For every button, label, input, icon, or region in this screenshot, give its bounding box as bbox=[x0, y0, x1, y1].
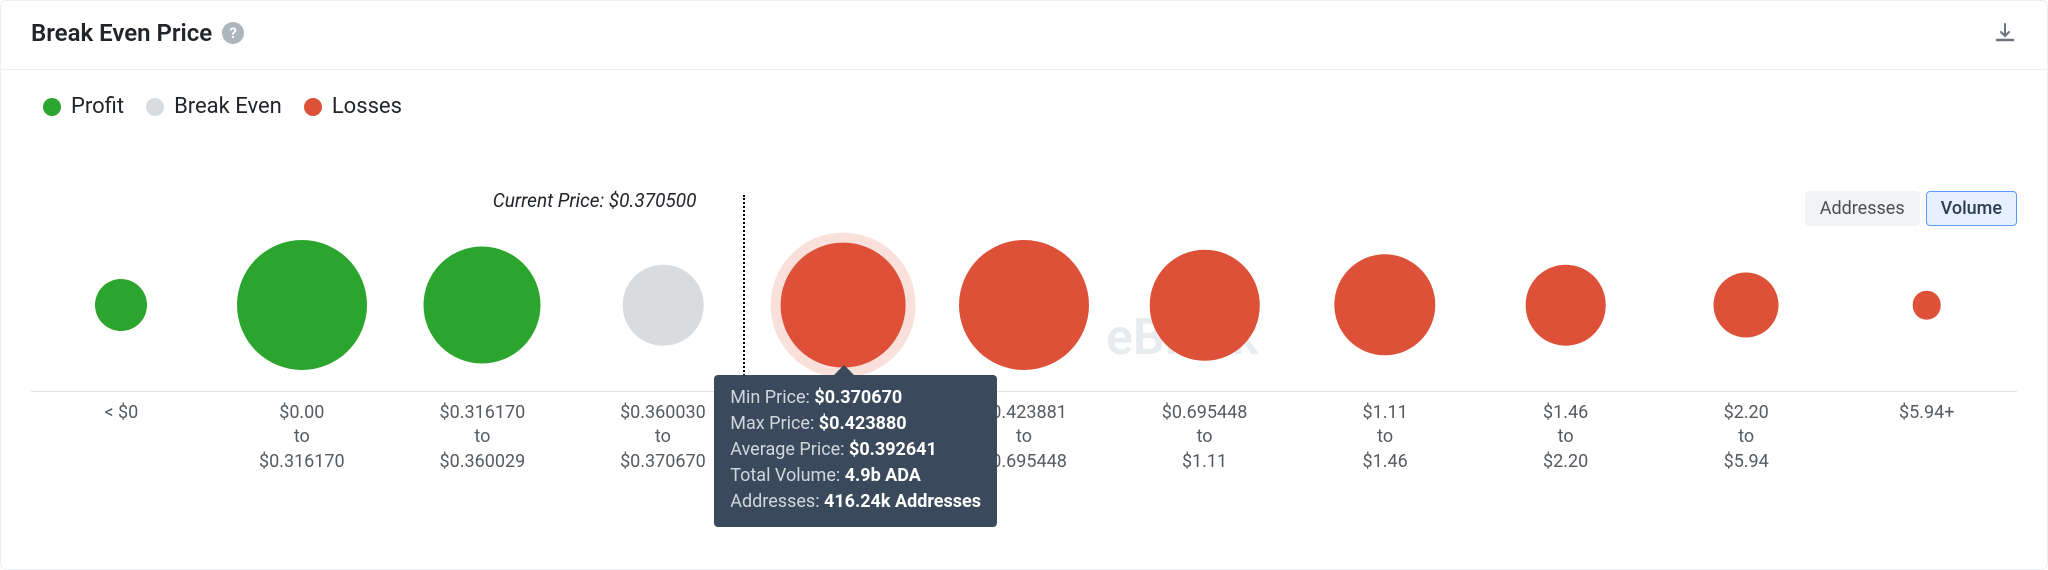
legend-item[interactable]: Profit bbox=[43, 94, 124, 119]
bubbles-row bbox=[31, 219, 2017, 391]
tooltip-label: Addresses: bbox=[730, 491, 824, 512]
range-label-line: $5.94+ bbox=[1836, 401, 2017, 425]
legend-label: Break Even bbox=[174, 94, 282, 119]
bubble[interactable] bbox=[623, 265, 704, 346]
bubble[interactable] bbox=[424, 247, 541, 364]
legend-dot bbox=[43, 98, 61, 116]
tooltip-value: $0.423880 bbox=[819, 413, 907, 434]
range-label-line: to bbox=[1475, 425, 1656, 449]
range-label-line: $1.11 bbox=[1295, 401, 1476, 425]
range-label-line: to bbox=[212, 425, 393, 449]
bubble[interactable] bbox=[1334, 254, 1435, 355]
legend-label: Losses bbox=[332, 94, 402, 119]
bubble-cell bbox=[212, 219, 393, 391]
current-price-label: Current Price: $0.370500 bbox=[493, 189, 697, 212]
range-label: $2.20to$5.94 bbox=[1656, 401, 1837, 474]
range-label-line: $1.46 bbox=[1295, 450, 1476, 474]
legend-item[interactable]: Break Even bbox=[146, 94, 282, 119]
range-label-line: to bbox=[1295, 425, 1476, 449]
download-icon[interactable] bbox=[1993, 21, 2017, 45]
bubble[interactable] bbox=[1525, 265, 1606, 346]
panel-title: Break Even Price bbox=[31, 19, 212, 47]
range-label-line: to bbox=[1114, 425, 1295, 449]
bubble[interactable] bbox=[959, 240, 1089, 370]
bubble[interactable] bbox=[781, 243, 906, 368]
chart-area: eBlock Current Price: $0.370500 < $0$0.0… bbox=[31, 189, 2017, 519]
range-label-line: to bbox=[1656, 425, 1837, 449]
bubble-cell bbox=[1836, 219, 2017, 391]
tooltip-label: Total Volume: bbox=[730, 465, 844, 486]
range-label: $0.316170to$0.360029 bbox=[392, 401, 573, 474]
title-wrap: Break Even Price ? bbox=[31, 19, 244, 47]
tooltip-row: Average Price: $0.392641 bbox=[730, 437, 981, 463]
range-label-line: $2.20 bbox=[1475, 450, 1656, 474]
tooltip: Min Price: $0.370670Max Price: $0.423880… bbox=[714, 375, 997, 527]
tooltip-row: Max Price: $0.423880 bbox=[730, 411, 981, 437]
bubble[interactable] bbox=[1149, 250, 1260, 361]
bubble[interactable] bbox=[95, 279, 147, 331]
tooltip-row: Addresses: 416.24k Addresses bbox=[730, 489, 981, 515]
tooltip-value: 4.9b ADA bbox=[845, 465, 921, 486]
break-even-price-panel: Break Even Price ? Profit Break Even Losse… bbox=[0, 0, 2048, 570]
tooltip-value: $0.392641 bbox=[849, 439, 937, 460]
tooltip-value: 416.24k Addresses bbox=[824, 491, 981, 512]
tooltip-row: Total Volume: 4.9b ADA bbox=[730, 463, 981, 489]
tooltip-label: Average Price: bbox=[730, 439, 849, 460]
axis-line bbox=[31, 391, 2017, 392]
bubble-cell bbox=[934, 219, 1115, 391]
tooltip-row: Min Price: $0.370670 bbox=[730, 385, 981, 411]
bubble-cell bbox=[1114, 219, 1295, 391]
range-label: $1.46to$2.20 bbox=[1475, 401, 1656, 474]
legend-label: Profit bbox=[71, 94, 124, 119]
bubble[interactable] bbox=[237, 240, 367, 370]
range-label-line: $0.316170 bbox=[392, 401, 573, 425]
legend-dot bbox=[146, 98, 164, 116]
bubble-cell bbox=[392, 219, 573, 391]
range-label-line: $0.316170 bbox=[212, 450, 393, 474]
labels-row: < $0$0.00to$0.316170$0.316170to$0.360029… bbox=[31, 401, 2017, 474]
range-label-line: to bbox=[392, 425, 573, 449]
range-label-line: $1.46 bbox=[1475, 401, 1656, 425]
range-label-line: < $0 bbox=[31, 401, 212, 425]
bubble-cell bbox=[573, 219, 754, 391]
range-label: $1.11to$1.46 bbox=[1295, 401, 1476, 474]
panel-header: Break Even Price ? bbox=[1, 1, 2047, 70]
tooltip-label: Max Price: bbox=[730, 413, 819, 434]
bubble-cell bbox=[1656, 219, 1837, 391]
range-label: < $0 bbox=[31, 401, 212, 474]
bubble[interactable] bbox=[1912, 291, 1941, 320]
bubble[interactable] bbox=[1714, 273, 1779, 338]
range-label: $0.695448to$1.11 bbox=[1114, 401, 1295, 474]
range-label: $0.00to$0.316170 bbox=[212, 401, 393, 474]
legend: Profit Break Even Losses bbox=[1, 70, 2047, 119]
range-label-line: $1.11 bbox=[1114, 450, 1295, 474]
range-label-line: $5.94 bbox=[1656, 450, 1837, 474]
range-label-line: $0.00 bbox=[212, 401, 393, 425]
help-icon[interactable]: ? bbox=[222, 22, 244, 44]
range-label-line: $0.695448 bbox=[1114, 401, 1295, 425]
legend-dot bbox=[304, 98, 322, 116]
range-label-line: $2.20 bbox=[1656, 401, 1837, 425]
bubble-cell bbox=[31, 219, 212, 391]
range-label: $5.94+ bbox=[1836, 401, 2017, 474]
tooltip-value: $0.370670 bbox=[814, 387, 902, 408]
tooltip-label: Min Price: bbox=[730, 387, 814, 408]
bubble-cell bbox=[1475, 219, 1656, 391]
range-label-line: $0.360029 bbox=[392, 450, 573, 474]
legend-item[interactable]: Losses bbox=[304, 94, 402, 119]
bubble-cell bbox=[1295, 219, 1476, 391]
